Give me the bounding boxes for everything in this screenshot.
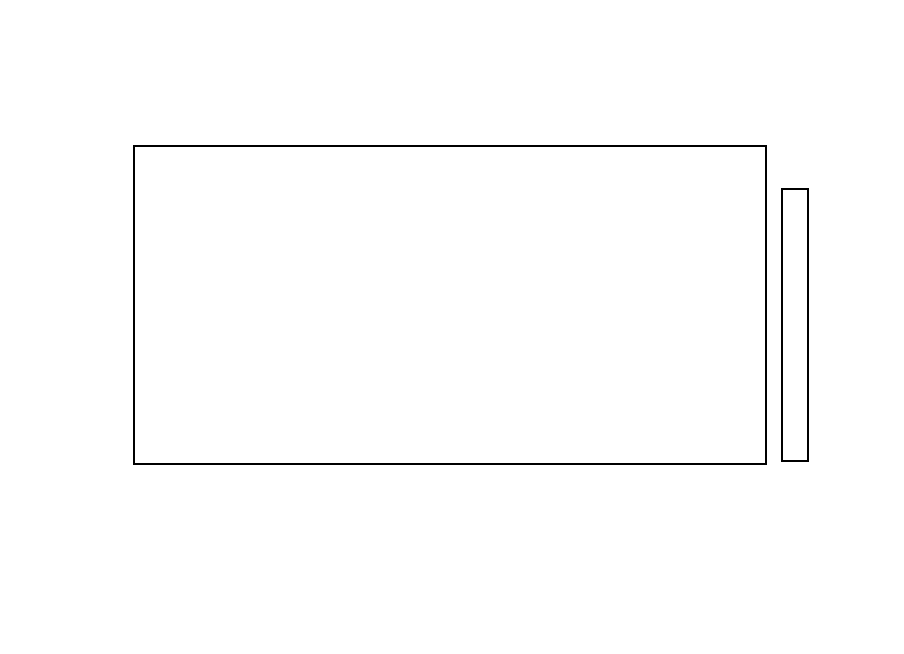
colorbar-labels — [811, 188, 871, 468]
contour-field-canvas — [135, 147, 765, 463]
plot-frame — [133, 145, 767, 465]
colorbar — [781, 188, 809, 462]
axis-ticks — [135, 147, 765, 463]
